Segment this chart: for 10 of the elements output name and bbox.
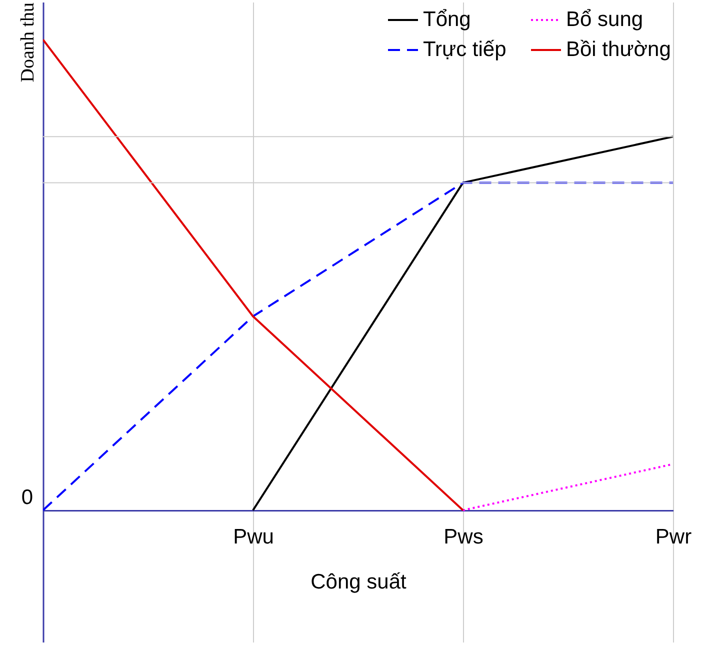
x-tick-label: Pws <box>444 526 484 549</box>
y-axis-title: Doanh thu <box>18 2 38 82</box>
x-tick-label: Pwu <box>233 526 274 549</box>
x-axis-title: Công suất <box>310 570 407 594</box>
legend-label: Bồi thường <box>566 38 671 61</box>
legend-label: Bổ sung <box>566 8 644 31</box>
legend-label: Trực tiếp <box>423 38 506 61</box>
legend-label: Tổng <box>423 8 471 31</box>
text: 0 <box>21 486 33 510</box>
x-tick-label: Pwr <box>655 526 692 549</box>
